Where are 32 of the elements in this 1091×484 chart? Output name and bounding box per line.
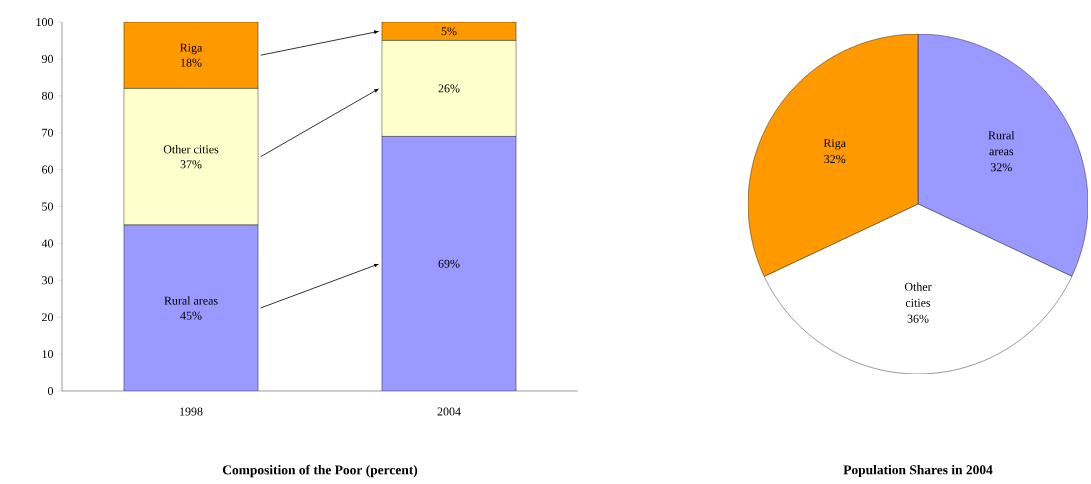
x-tick-label: 2004	[437, 407, 461, 416]
slice-label: Rural areas	[988, 130, 1015, 156]
y-tick-label: 70	[42, 128, 54, 137]
data-label: 37%	[180, 160, 202, 169]
data-label: 26%	[438, 84, 460, 93]
y-tick-label: 90	[41, 54, 54, 63]
data-label: 32%	[824, 155, 846, 164]
series-label: Riga	[180, 43, 203, 55]
data-label: 5%	[441, 27, 457, 36]
data-label: 18%	[181, 58, 202, 67]
data-label: 45%	[180, 311, 202, 320]
series-label: Other cities	[163, 144, 219, 154]
y-tick-label: 60	[42, 165, 54, 174]
data-label: 36%	[907, 314, 929, 323]
x-tick-label: 1998	[180, 407, 203, 416]
y-tick-label: 30	[42, 276, 54, 285]
slice-label: Other cities	[904, 282, 932, 307]
text: Composition of the Poor (percent)	[222, 464, 418, 478]
series-label: Rural areas	[164, 296, 218, 305]
y-tick-label: 40	[41, 239, 54, 248]
y-tick-label: 80	[41, 91, 54, 100]
bar	[381, 136, 517, 391]
y-tick-label: 100	[36, 17, 54, 27]
bar	[123, 224, 259, 391]
y-tick-label: 10	[42, 350, 54, 359]
data-label: 69%	[438, 259, 460, 268]
data-label: 32%	[990, 163, 1012, 172]
y-tick-label: 0	[47, 386, 54, 396]
slice-label: Riga	[823, 139, 846, 150]
y-tick-label: 50	[42, 202, 54, 211]
y-tick-label: 20	[42, 313, 54, 322]
text: Population Shares in 2004	[843, 464, 993, 478]
